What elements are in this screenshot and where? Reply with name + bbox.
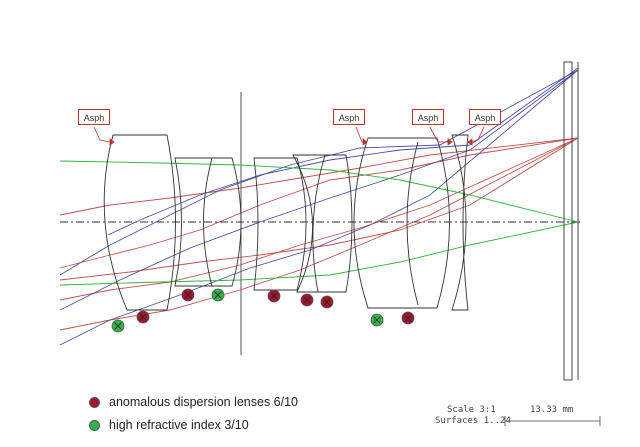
lens-3 [253,157,307,291]
asph-label-2: Asph [333,109,365,125]
lens-elements [103,61,579,381]
anomalous-marker-icon [320,295,334,309]
asph-label-3: Asph [412,109,444,125]
green-dot-icon [89,419,100,431]
lens-6 [451,134,469,311]
anomalous-marker-icon [181,288,195,302]
red-dot-icon [89,396,100,408]
asph-label-1: Asph [78,109,110,125]
lens-4-inner [312,154,326,293]
legend-high-refractive: high refractive index 3/10 [89,418,249,432]
surfaces-text: Surfaces 1..24 [435,416,511,426]
rays-green [59,160,579,286]
high-refractive-marker-icon [111,319,125,333]
scale-text: Scale 3:1 [447,405,496,415]
anomalous-marker-icon [401,311,415,325]
anomalous-marker-icon [300,293,314,307]
legend-anomalous-text: anomalous dispersion lenses 6/10 [109,395,299,409]
asph-pointers [93,126,485,146]
lens-4 [292,154,353,293]
scale-bar [504,416,601,426]
length-text: 13.33 mm [530,405,574,415]
lens-1 [103,134,176,311]
legend-high-refractive-text: high refractive index 3/10 [109,418,249,432]
lens-5-inner [406,141,419,306]
rays-red [59,137,579,331]
anomalous-marker-icon [136,310,150,324]
high-refractive-marker-icon [370,313,384,327]
sensor-glass [563,61,573,381]
lens-5 [353,137,450,309]
legend-anomalous: anomalous dispersion lenses 6/10 [89,395,298,409]
asph-label-4: Asph [469,109,501,125]
anomalous-marker-icon [267,289,281,303]
lens-2-inner [203,157,213,287]
lens-2 [174,157,242,287]
rays-blue [59,67,579,346]
high-refractive-marker-icon [211,288,225,302]
